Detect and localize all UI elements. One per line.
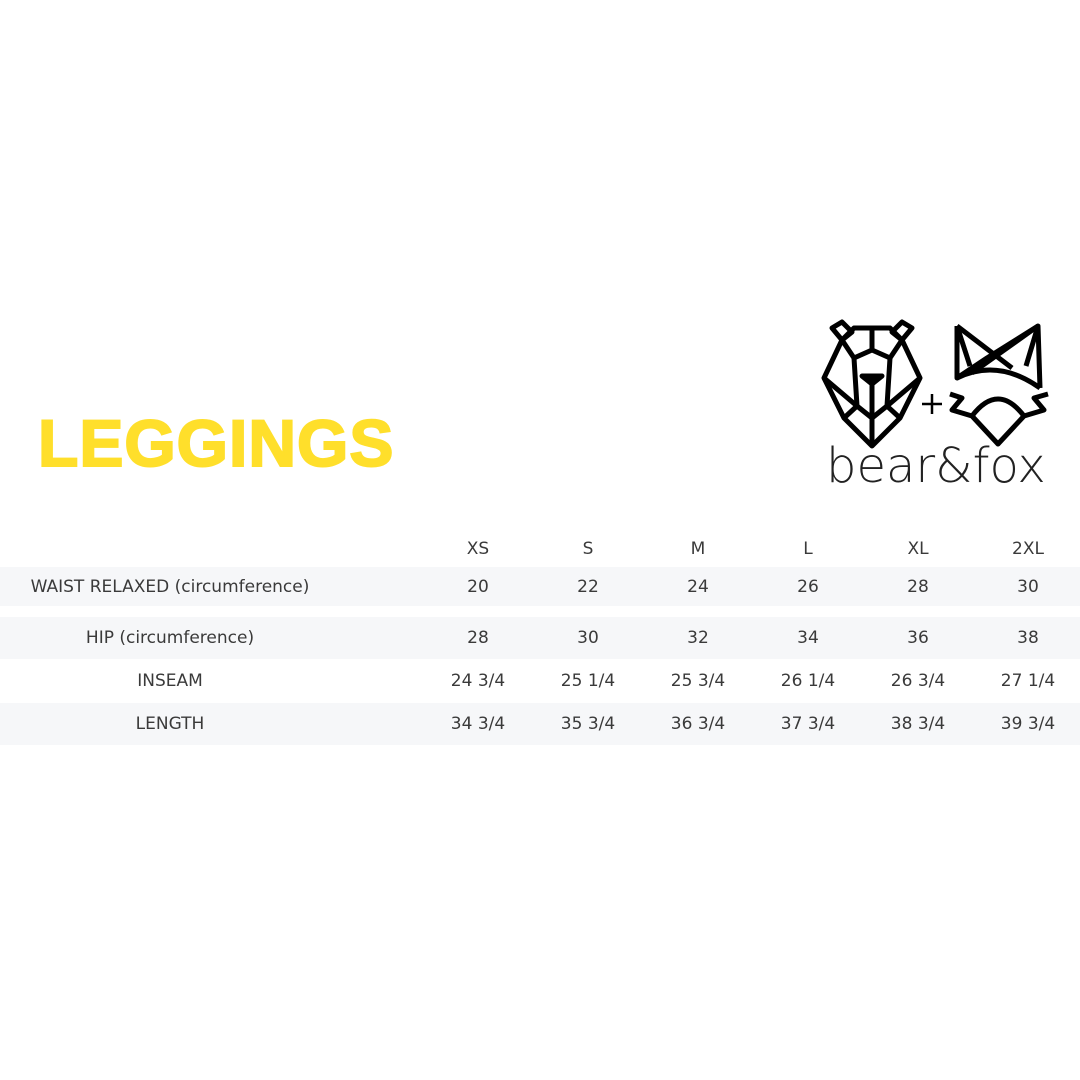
plus-icon	[922, 394, 942, 414]
table-cell: 37 3/4	[780, 714, 836, 734]
table-cell: 26 1/4	[780, 671, 836, 691]
table-row: WAIST RELAXED (circumference) 20 22 24 2…	[0, 567, 1080, 606]
table-cell: 38	[1017, 628, 1039, 648]
table-cell: 27 1/4	[1000, 671, 1056, 691]
brand-logo	[821, 319, 1049, 449]
row-label: INSEAM	[137, 671, 203, 691]
table-cell: 30	[577, 628, 599, 648]
brand-name: bear&fox	[826, 438, 1046, 494]
column-header: XL	[907, 538, 929, 559]
table-cell: 30	[1017, 576, 1039, 597]
table-cell: 25 3/4	[670, 671, 726, 691]
row-label: WAIST RELAXED (circumference)	[30, 576, 310, 597]
table-cell: 34	[797, 628, 819, 648]
table-cell: 38 3/4	[890, 714, 946, 734]
table-cell: 28	[907, 576, 929, 597]
table-header-row: XS S M L XL 2XL	[0, 530, 1080, 567]
fox-head-icon	[949, 323, 1049, 447]
row-label: HIP (circumference)	[85, 628, 255, 648]
table-cell: 35 3/4	[560, 714, 616, 734]
row-label: LENGTH	[135, 714, 205, 734]
column-header: XS	[466, 538, 490, 559]
table-cell: 34 3/4	[450, 714, 506, 734]
table-cell: 32	[687, 628, 709, 648]
table-cell: 26 3/4	[890, 671, 946, 691]
table-cell: 36	[907, 628, 929, 648]
table-row: INSEAM 24 3/4 25 1/4 25 3/4 26 1/4 26 3/…	[0, 659, 1080, 703]
table-row: LENGTH 34 3/4 35 3/4 36 3/4 37 3/4 38 3/…	[0, 703, 1080, 745]
table-cell: 22	[577, 576, 599, 597]
page-title: LEGGINGS	[37, 405, 395, 481]
table-cell: 24 3/4	[450, 671, 506, 691]
table-cell: 39 3/4	[1000, 714, 1056, 734]
bear-head-icon	[821, 319, 923, 449]
column-header: L	[803, 538, 813, 559]
table-cell: 20	[467, 576, 489, 597]
column-header: M	[690, 538, 706, 559]
table-cell: 26	[797, 576, 819, 597]
table-cell: 28	[467, 628, 489, 648]
column-header: 2XL	[1012, 538, 1044, 559]
table-cell: 36 3/4	[670, 714, 726, 734]
table-row: HIP (circumference) 28 30 32 34 36 38	[0, 617, 1080, 659]
table-cell: 25 1/4	[560, 671, 616, 691]
table-cell: 24	[687, 576, 709, 597]
column-header: S	[582, 538, 594, 559]
